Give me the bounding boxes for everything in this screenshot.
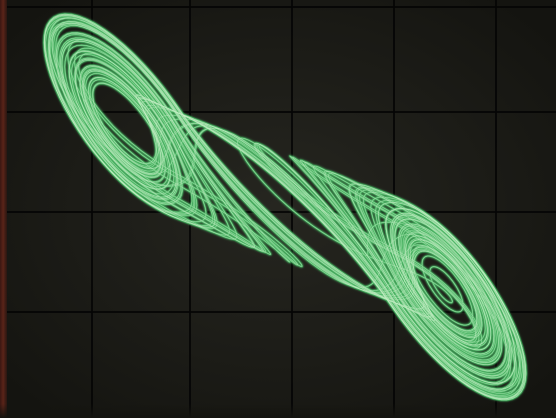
screen-shadow (0, 404, 556, 418)
trace-core-segment (49, 22, 525, 400)
bezel-edge (0, 0, 7, 418)
trace-core-segment (55, 25, 524, 400)
trace-core-segment (44, 15, 527, 401)
trace-core (43, 13, 527, 401)
trace-core-segment (43, 14, 525, 397)
